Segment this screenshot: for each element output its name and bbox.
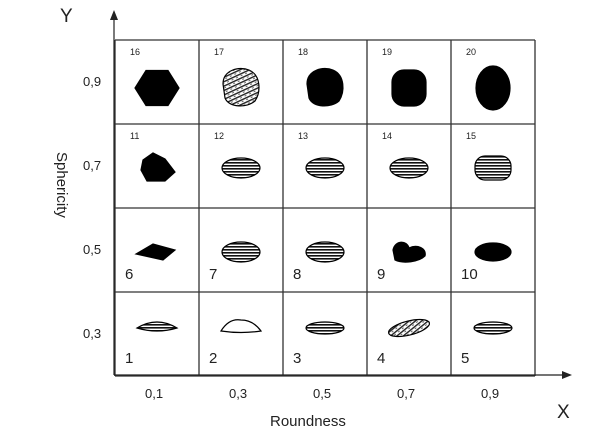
- grain-shape-2: [220, 319, 263, 334]
- grain-shape-19: [391, 69, 427, 107]
- grain-shape-14: [389, 157, 429, 179]
- grain-shape-12: [221, 157, 261, 179]
- cell-number-2: 2: [209, 350, 218, 367]
- cell-number-20: 20: [466, 47, 477, 57]
- cell-number-16: 16: [130, 47, 141, 57]
- y-axis-title: Sphericity: [53, 152, 70, 218]
- cell-number-7: 7: [209, 266, 218, 283]
- cell-number-19: 19: [382, 47, 393, 57]
- x-tick-label: 0,5: [313, 386, 332, 401]
- cell-number-10: 10: [461, 266, 478, 283]
- grain-shape-5: [473, 321, 513, 335]
- cell-number-14: 14: [382, 131, 393, 141]
- cell-number-9: 9: [377, 266, 386, 283]
- y-tick-label: 0,5: [83, 242, 102, 257]
- y-tick-label: 0,9: [83, 74, 102, 89]
- grain-shape-15: [474, 155, 512, 181]
- x-axis-arrowhead: [562, 371, 572, 379]
- shape-layer: [134, 65, 513, 338]
- y-axis-letter: Y: [60, 6, 73, 27]
- cell-number-8: 8: [293, 266, 302, 283]
- x-axis-title: Roundness: [270, 413, 346, 430]
- grain-shape-1: [135, 321, 179, 332]
- cell-number-17: 17: [214, 47, 225, 57]
- cell-number-1: 1: [125, 350, 134, 367]
- grain-shape-20: [475, 65, 511, 111]
- y-tick-label: 0,3: [83, 326, 102, 341]
- grain-shape-7: [221, 241, 261, 263]
- cell-number-13: 13: [298, 131, 309, 141]
- x-tick-label: 0,1: [145, 386, 164, 401]
- grain-shape-11: [140, 152, 176, 182]
- axes-layer: [110, 10, 572, 379]
- cell-number-4: 4: [377, 350, 386, 367]
- y-axis-arrowhead: [110, 10, 118, 20]
- cell-number-3: 3: [293, 350, 302, 367]
- y-tick-label: 0,7: [83, 158, 102, 173]
- grain-shape-9: [392, 241, 426, 263]
- cell-number-15: 15: [466, 131, 477, 141]
- cell-number-12: 12: [214, 131, 225, 141]
- grain-shape-4: [387, 318, 431, 338]
- grain-shape-13: [305, 157, 345, 179]
- grid-layer: [114, 39, 536, 377]
- x-tick-label: 0,9: [481, 386, 500, 401]
- grain-shape-17: [222, 67, 260, 107]
- grain-shape-6: [134, 243, 177, 261]
- x-tick-label: 0,7: [397, 386, 416, 401]
- grain-shape-16: [134, 69, 180, 107]
- cell-number-18: 18: [298, 47, 309, 57]
- x-axis-letter: X: [557, 402, 570, 423]
- grain-shape-3: [305, 321, 345, 335]
- x-tick-label: 0,3: [229, 386, 248, 401]
- grain-shape-10: [474, 242, 512, 262]
- cell-number-11: 11: [130, 131, 140, 141]
- grain-shape-18: [306, 67, 344, 107]
- cell-number-5: 5: [461, 350, 470, 367]
- cell-number-6: 6: [125, 266, 134, 283]
- grain-shape-8: [305, 241, 345, 263]
